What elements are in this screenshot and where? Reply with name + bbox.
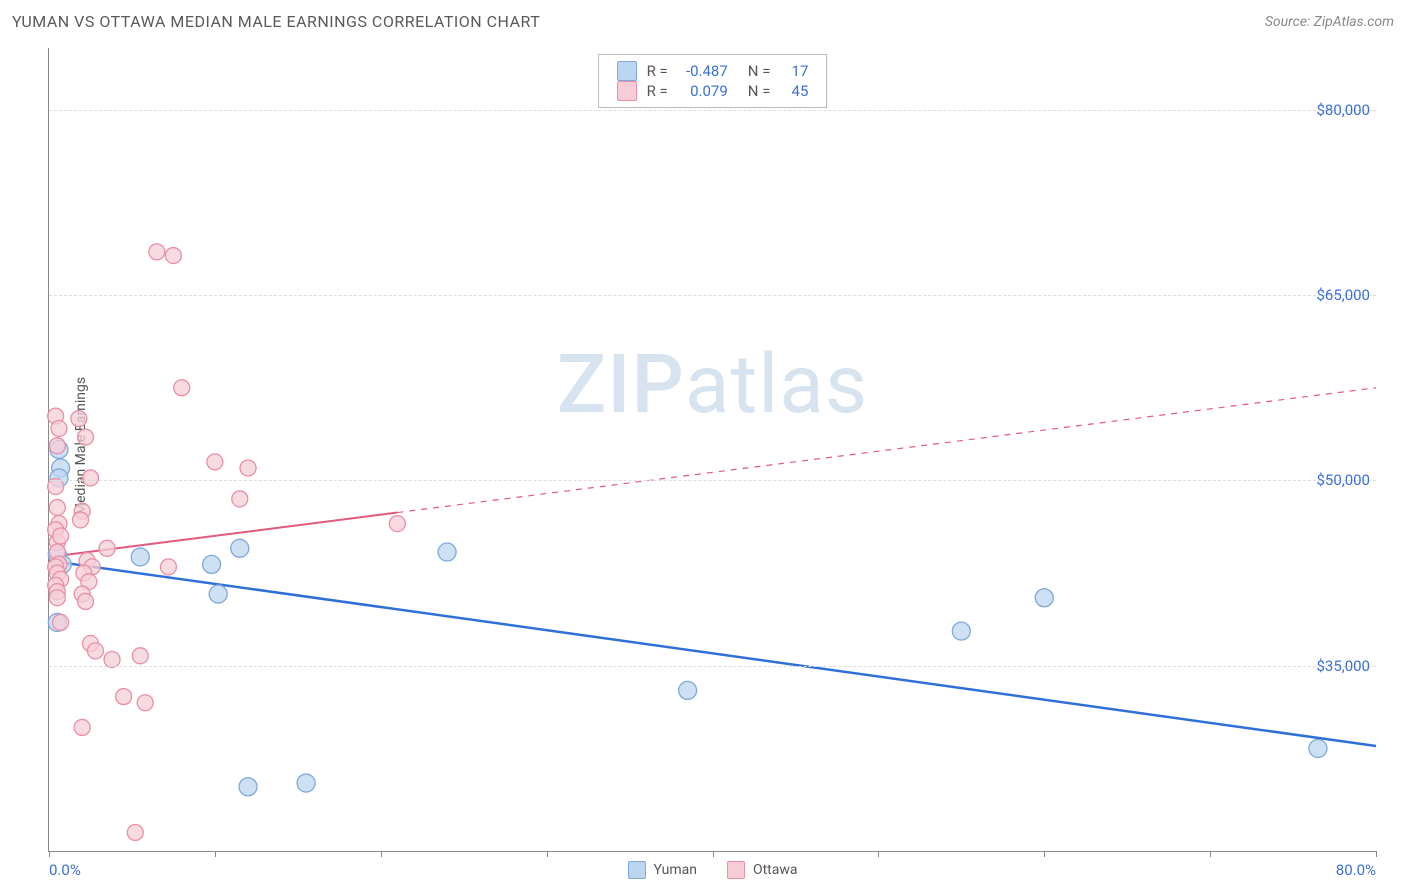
data-point xyxy=(127,824,143,840)
data-point xyxy=(53,528,69,544)
gridline xyxy=(49,666,1376,667)
data-point xyxy=(49,590,65,606)
x-tick xyxy=(381,851,382,857)
data-point xyxy=(77,593,93,609)
data-point xyxy=(438,543,456,561)
data-point xyxy=(74,719,90,735)
gridline xyxy=(49,295,1376,296)
stat-n-value: 45 xyxy=(780,82,808,100)
legend-swatch xyxy=(617,61,637,81)
x-tick xyxy=(49,851,50,857)
data-point xyxy=(232,491,248,507)
data-point xyxy=(297,774,315,792)
data-point xyxy=(116,689,132,705)
stat-n-label: N = xyxy=(748,82,771,100)
stat-r-label: R = xyxy=(647,62,668,80)
stats-legend: R = -0.487 N = 17 R = 0.079 N = 45 xyxy=(598,54,828,108)
data-point xyxy=(87,643,103,659)
data-point xyxy=(209,585,227,603)
data-point xyxy=(132,648,148,664)
x-axis-min-label: 0.0% xyxy=(49,861,81,879)
series-legend: Yuman Ottawa xyxy=(627,861,797,879)
data-point xyxy=(77,429,93,445)
chart-title: YUMAN VS OTTAWA MEDIAN MALE EARNINGS COR… xyxy=(12,12,540,31)
legend-label: Ottawa xyxy=(753,862,798,878)
data-point xyxy=(99,540,115,556)
data-point xyxy=(73,512,89,528)
x-tick xyxy=(878,851,879,857)
data-point xyxy=(174,380,190,396)
data-point xyxy=(952,622,970,640)
legend-swatch xyxy=(617,81,637,101)
stat-n-label: N = xyxy=(748,62,771,80)
trend-line-solid xyxy=(49,561,1376,746)
legend-swatch xyxy=(627,861,645,879)
stat-r-value: -0.487 xyxy=(678,62,728,80)
legend-item: Ottawa xyxy=(727,861,798,879)
data-point xyxy=(71,411,87,427)
data-point xyxy=(51,420,67,436)
data-point xyxy=(160,559,176,575)
data-point xyxy=(131,548,149,566)
x-tick xyxy=(215,851,216,857)
plot-area: ZIPatlas R = -0.487 N = 17 R = 0.079 N =… xyxy=(48,48,1376,852)
data-point xyxy=(149,244,165,260)
legend-label: Yuman xyxy=(653,862,696,878)
data-point xyxy=(207,454,223,470)
y-tick-label: $50,000 xyxy=(1316,471,1370,489)
data-point xyxy=(137,695,153,711)
stat-n-value: 17 xyxy=(780,62,808,80)
data-point xyxy=(49,500,65,516)
data-point xyxy=(203,555,221,573)
stat-r-value: 0.079 xyxy=(678,82,728,100)
data-point xyxy=(239,778,257,796)
stat-r-label: R = xyxy=(647,82,668,100)
data-point xyxy=(165,248,181,264)
y-tick-label: $80,000 xyxy=(1316,101,1370,119)
x-tick xyxy=(713,851,714,857)
data-point xyxy=(1035,589,1053,607)
trend-line-dashed xyxy=(397,388,1376,513)
data-point xyxy=(49,438,65,454)
chart-source: Source: ZipAtlas.com xyxy=(1265,14,1394,30)
x-tick xyxy=(1210,851,1211,857)
data-point xyxy=(1309,739,1327,757)
gridline xyxy=(49,110,1376,111)
legend-item: Yuman xyxy=(627,861,696,879)
chart-header: YUMAN VS OTTAWA MEDIAN MALE EARNINGS COR… xyxy=(12,12,1394,31)
data-point xyxy=(240,460,256,476)
data-point xyxy=(53,614,69,630)
x-tick xyxy=(1376,851,1377,857)
legend-swatch xyxy=(727,861,745,879)
data-point xyxy=(82,470,98,486)
y-tick-label: $35,000 xyxy=(1316,657,1370,675)
x-tick xyxy=(1044,851,1045,857)
data-point xyxy=(231,539,249,557)
stats-legend-row: R = -0.487 N = 17 xyxy=(617,61,809,81)
y-tick-label: $65,000 xyxy=(1316,286,1370,304)
x-tick xyxy=(547,851,548,857)
stats-legend-row: R = 0.079 N = 45 xyxy=(617,81,809,101)
plot-svg xyxy=(49,48,1376,851)
gridline xyxy=(49,480,1376,481)
data-point xyxy=(389,516,405,532)
x-axis-max-label: 80.0% xyxy=(1336,861,1376,879)
data-point xyxy=(679,681,697,699)
